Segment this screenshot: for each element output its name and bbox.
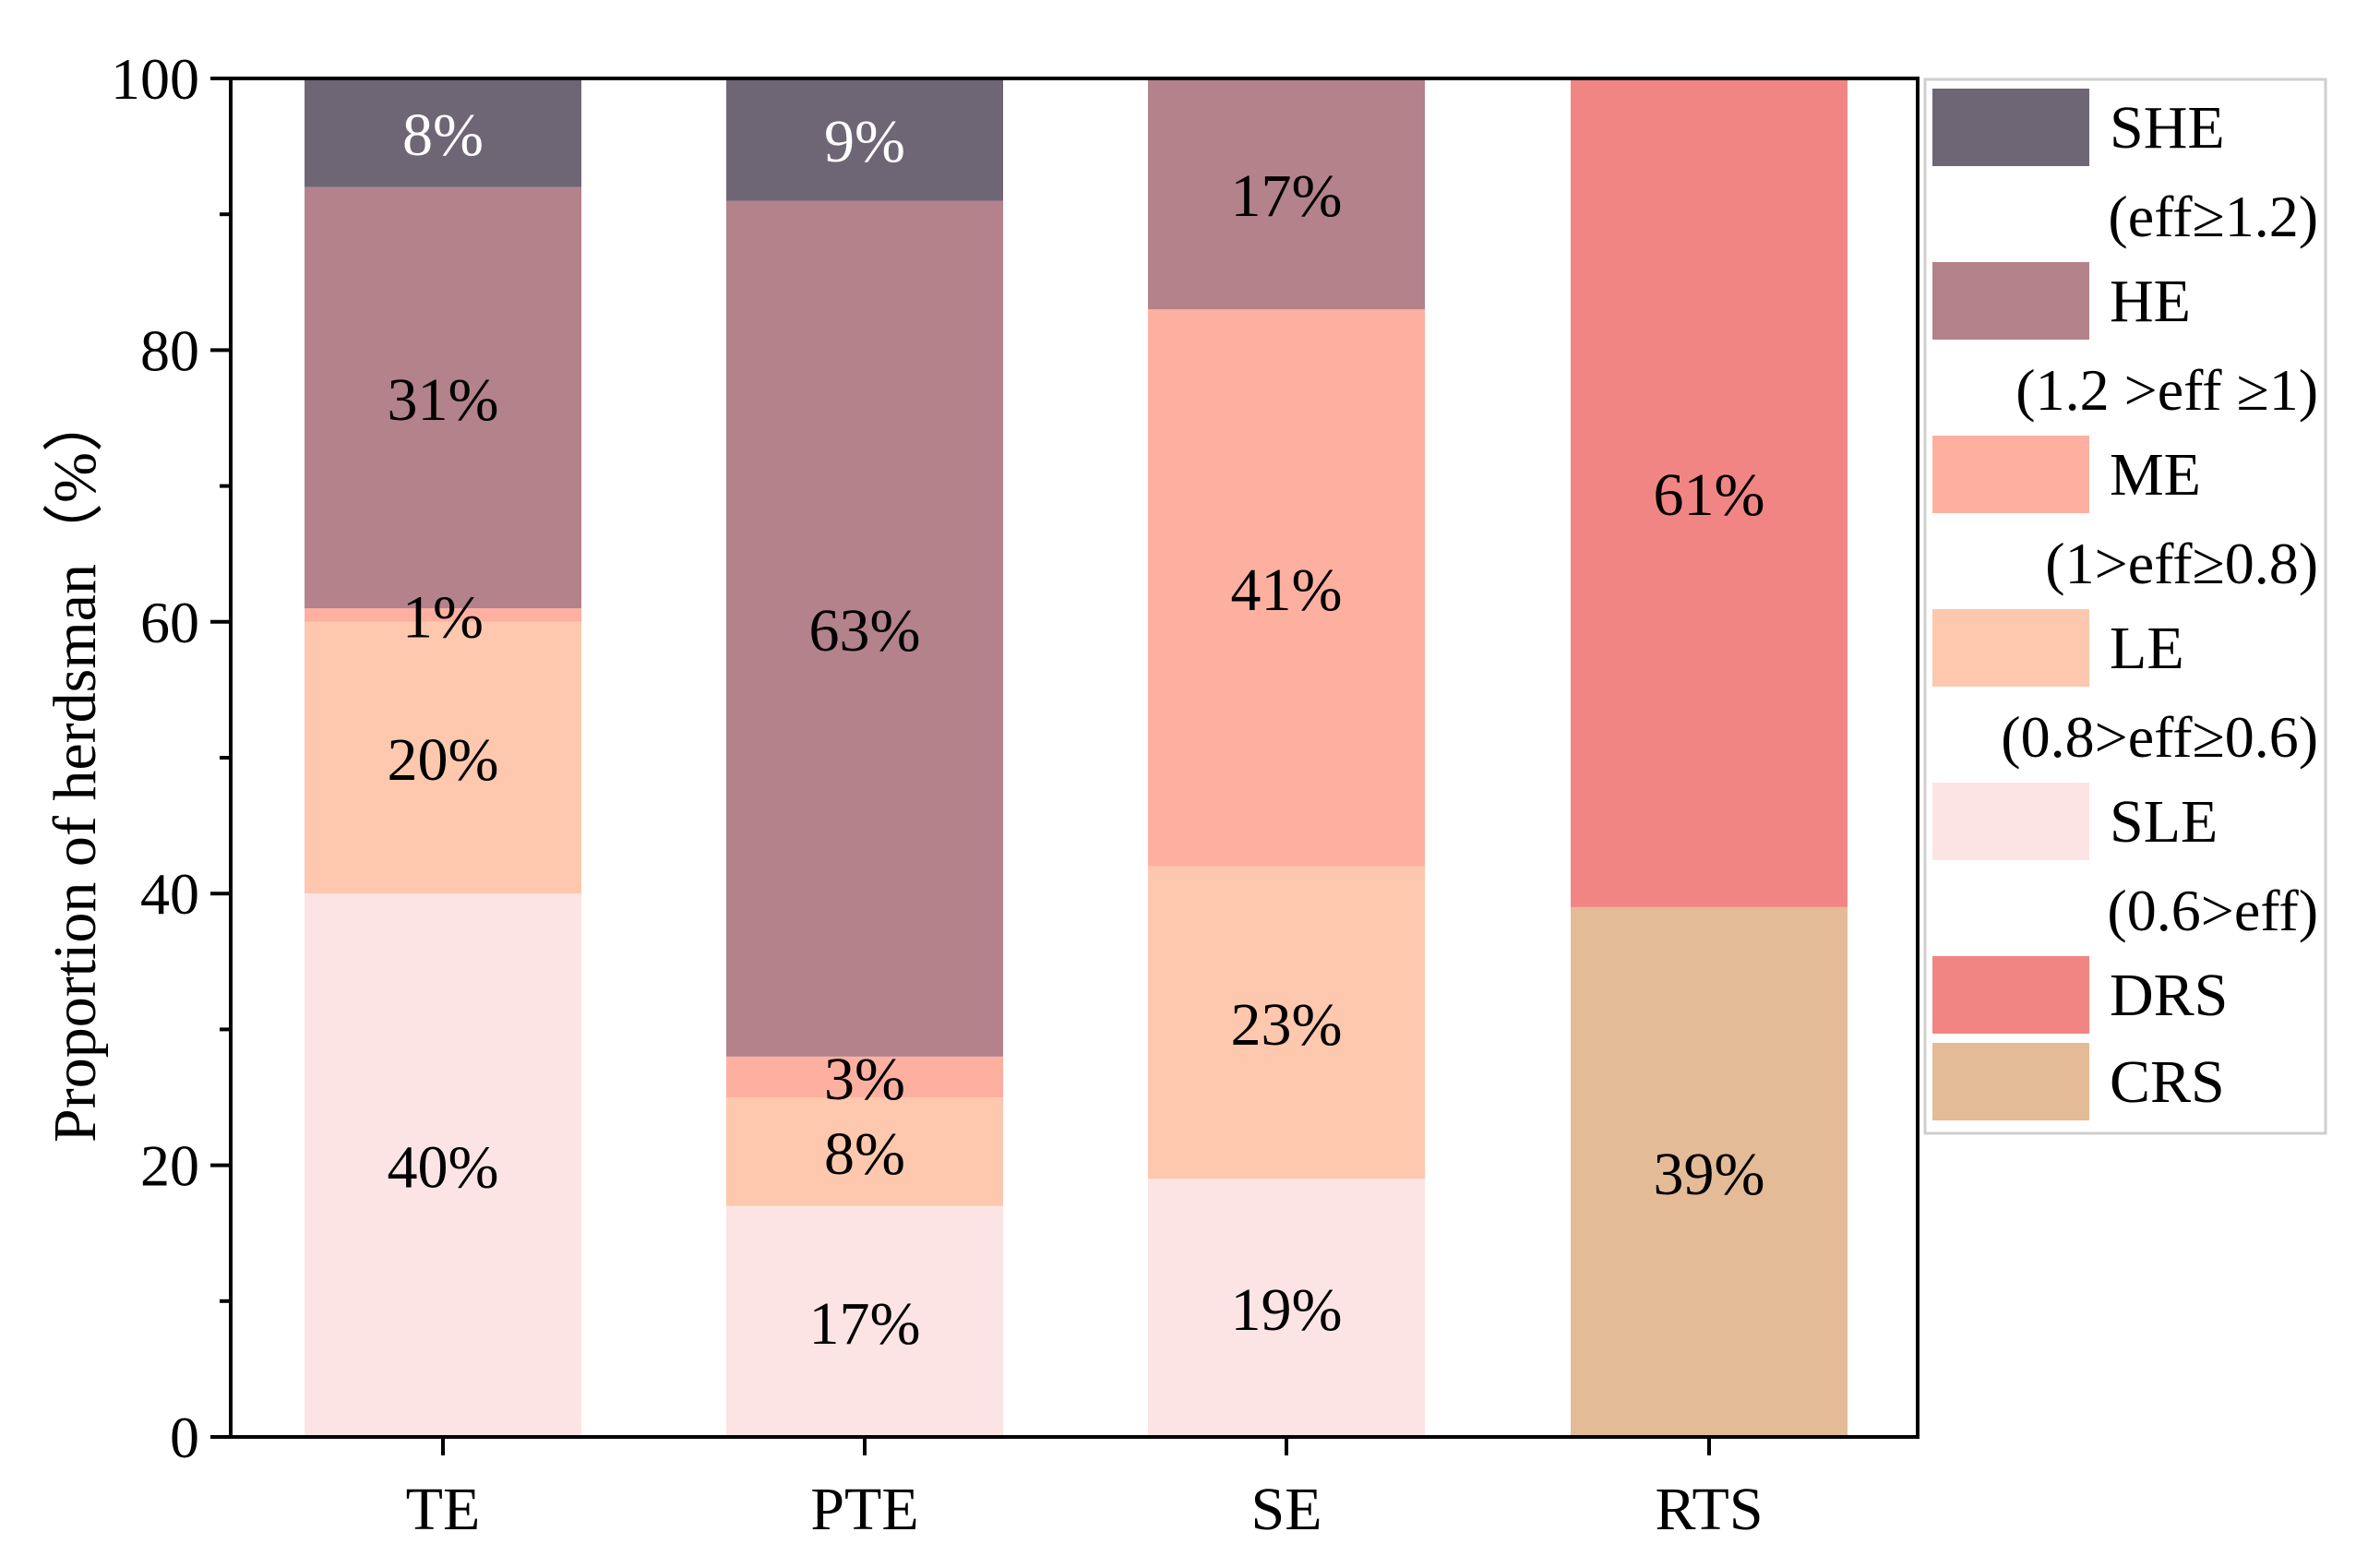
y-axis-label: Proportion of herdsman（%）	[42, 391, 109, 1143]
bar-le-te	[305, 621, 581, 894]
bar-label-drs-rts: 61%	[1654, 461, 1765, 529]
legend-range-me: (1>eff≥0.8)	[2045, 531, 2318, 596]
bar-me-pte	[726, 1056, 1003, 1097]
bar-he-pte	[726, 200, 1003, 1057]
bar-label-sle-te: 40%	[388, 1134, 499, 1202]
legend-label-le: LE	[2110, 615, 2184, 682]
bar-le-pte	[726, 1097, 1003, 1206]
legend-swatch-she	[1932, 89, 2089, 166]
bar-sle-pte	[726, 1205, 1003, 1437]
x-tick-label-pte: PTE	[810, 1476, 918, 1543]
bar-he-te	[305, 186, 581, 609]
y-tick-label: 80	[140, 317, 199, 383]
legend-range-he: (1.2 >eff ≥1)	[2015, 357, 2318, 423]
y-tick-label: 0	[170, 1405, 199, 1470]
x-tick-label-se: SE	[1250, 1476, 1322, 1543]
bar-label-he-te: 31%	[388, 366, 499, 434]
bar-label-me-se: 41%	[1231, 557, 1343, 624]
bar-label-me-te: 1%	[402, 583, 484, 651]
bar-me-te	[305, 608, 581, 622]
legend-label-drs: DRS	[2110, 962, 2228, 1029]
legend-label-he: HE	[2110, 268, 2191, 335]
bars-layer	[305, 78, 1848, 1437]
legend-swatch-me	[1932, 436, 2089, 513]
y-tick-label: 40	[140, 861, 199, 927]
bar-le-se	[1148, 866, 1425, 1179]
legend-swatch-drs	[1932, 956, 2089, 1034]
bar-label-le-se: 23%	[1231, 991, 1343, 1059]
bar-labels-layer: 40% 17% 19% 20% 8% 23% 1% 3% 41% 31% 63% 17% 8% 9% 39%…	[388, 102, 1765, 1358]
x-tick-label-rts: RTS	[1655, 1476, 1763, 1543]
bar-label-he-pte: 63%	[809, 597, 921, 664]
legend: SHE (eff≥1.2) HE (1.2 >eff ≥1) ME (1>eff≥0.8)…	[1923, 78, 2327, 1135]
legend-swatch-crs	[1932, 1043, 2089, 1120]
x-tick-label-te: TE	[406, 1476, 481, 1543]
legend-label-sle: SLE	[2110, 788, 2218, 856]
legend-label-me: ME	[2110, 441, 2201, 509]
bar-crs-rts	[1571, 906, 1848, 1437]
axes-layer: 0 20 40 60 80 100 TE PTE SE RTS Proportion of herd…	[42, 46, 1919, 1543]
y-tick-label: 20	[140, 1133, 199, 1199]
bar-she-pte	[726, 78, 1003, 201]
bar-he-se	[1148, 78, 1425, 310]
bar-label-sle-se: 19%	[1231, 1276, 1343, 1344]
legend-swatch-sle	[1932, 783, 2089, 860]
legend-label-crs: CRS	[2110, 1048, 2225, 1116]
legend-swatch-le	[1932, 609, 2089, 687]
legend-swatch-he	[1932, 262, 2089, 340]
bar-drs-rts	[1571, 78, 1848, 907]
bar-label-she-te: 8%	[402, 102, 484, 169]
bar-label-crs-rts: 39%	[1654, 1141, 1765, 1208]
bar-she-te	[305, 78, 581, 187]
legend-range-sle: (0.6>eff)	[2107, 878, 2318, 943]
bar-label-le-te: 20%	[388, 726, 499, 794]
bar-label-she-pte: 9%	[824, 108, 905, 175]
bar-me-se	[1148, 309, 1425, 867]
legend-range-she: (eff≥1.2)	[2108, 184, 2318, 249]
bar-label-le-pte: 8%	[824, 1120, 905, 1188]
bar-label-me-pte: 3%	[824, 1046, 905, 1113]
legend-label-she: SHE	[2110, 94, 2225, 162]
y-tick-label: 100	[111, 46, 199, 112]
legend-range-le: (0.8>eff≥0.6)	[2001, 704, 2318, 770]
bar-label-sle-pte: 17%	[809, 1290, 921, 1358]
bar-label-he-se: 17%	[1231, 162, 1343, 230]
y-tick-label: 60	[140, 590, 199, 655]
bar-sle-se	[1148, 1179, 1425, 1437]
bar-sle-te	[305, 893, 581, 1437]
